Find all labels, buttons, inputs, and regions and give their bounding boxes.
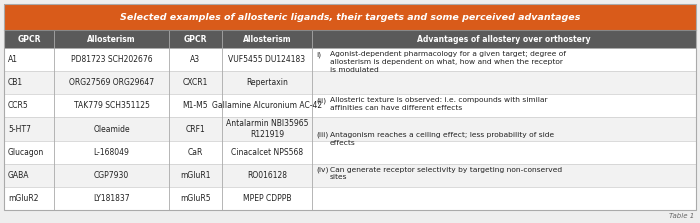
Text: CRF1: CRF1	[186, 124, 205, 134]
Text: RO016128: RO016128	[247, 171, 287, 180]
Text: Antalarmin NBI35965
R121919: Antalarmin NBI35965 R121919	[225, 119, 308, 139]
Text: LY181837: LY181837	[93, 194, 130, 203]
Text: Oleamide: Oleamide	[93, 124, 130, 134]
Text: Gallamine Alcuronium AC-42: Gallamine Alcuronium AC-42	[212, 101, 322, 110]
Bar	[4, 118, 696, 140]
Text: Repertaxin: Repertaxin	[246, 78, 288, 87]
Text: VUF5455 DU124183: VUF5455 DU124183	[228, 55, 306, 64]
Text: A1: A1	[8, 55, 18, 64]
Text: CGP7930: CGP7930	[94, 171, 129, 180]
Text: CCR5: CCR5	[8, 101, 29, 110]
Text: ORG27569 ORG29647: ORG27569 ORG29647	[69, 78, 154, 87]
Text: CB1: CB1	[8, 78, 23, 87]
Bar	[4, 48, 696, 71]
Bar	[4, 140, 696, 164]
Text: L-168049: L-168049	[94, 148, 130, 157]
Text: CXCR1: CXCR1	[183, 78, 208, 87]
Text: mGluR1: mGluR1	[181, 171, 211, 180]
Bar	[4, 187, 696, 210]
Text: MPEP CDPPB: MPEP CDPPB	[243, 194, 291, 203]
Text: Glucagon: Glucagon	[8, 148, 44, 157]
Bar	[4, 4, 696, 30]
Text: GPCR: GPCR	[18, 35, 41, 43]
Text: M1-M5: M1-M5	[183, 101, 209, 110]
Text: CaR: CaR	[188, 148, 203, 157]
Text: Allosterism: Allosterism	[88, 35, 136, 43]
Text: (ii): (ii)	[316, 97, 326, 104]
Text: Table 1: Table 1	[668, 213, 694, 219]
Text: Advantages of allostery over orthostery: Advantages of allostery over orthostery	[417, 35, 591, 43]
Text: (iv): (iv)	[316, 167, 328, 173]
Text: Agonist-dependent pharmacology for a given target; degree of
allosterism is depe: Agonist-dependent pharmacology for a giv…	[330, 51, 566, 72]
Text: (iii): (iii)	[316, 132, 328, 138]
Bar	[4, 30, 696, 48]
Text: 5-HT7: 5-HT7	[8, 124, 31, 134]
Text: GPCR: GPCR	[183, 35, 207, 43]
Text: PD81723 SCH202676: PD81723 SCH202676	[71, 55, 153, 64]
Text: Selected examples of allosteric ligands, their targets and some perceived advant: Selected examples of allosteric ligands,…	[120, 12, 580, 21]
Bar	[4, 164, 696, 187]
Text: Can generate receptor selectivity by targeting non-conserved
sites: Can generate receptor selectivity by tar…	[330, 167, 562, 180]
Text: Antagonism reaches a ceiling effect; less probability of side
effects: Antagonism reaches a ceiling effect; les…	[330, 132, 554, 146]
Bar	[4, 71, 696, 94]
Text: A3: A3	[190, 55, 201, 64]
Text: mGluR5: mGluR5	[180, 194, 211, 203]
Text: Allosteric texture is observed: i.e. compounds with similar
affinities can have : Allosteric texture is observed: i.e. com…	[330, 97, 547, 111]
Text: mGluR2: mGluR2	[8, 194, 38, 203]
Bar	[4, 94, 696, 118]
Text: TAK779 SCH351125: TAK779 SCH351125	[74, 101, 149, 110]
Text: Cinacalcet NPS568: Cinacalcet NPS568	[231, 148, 303, 157]
Text: Allosterism: Allosterism	[243, 35, 291, 43]
Text: GABA: GABA	[8, 171, 29, 180]
Text: i): i)	[316, 51, 321, 58]
